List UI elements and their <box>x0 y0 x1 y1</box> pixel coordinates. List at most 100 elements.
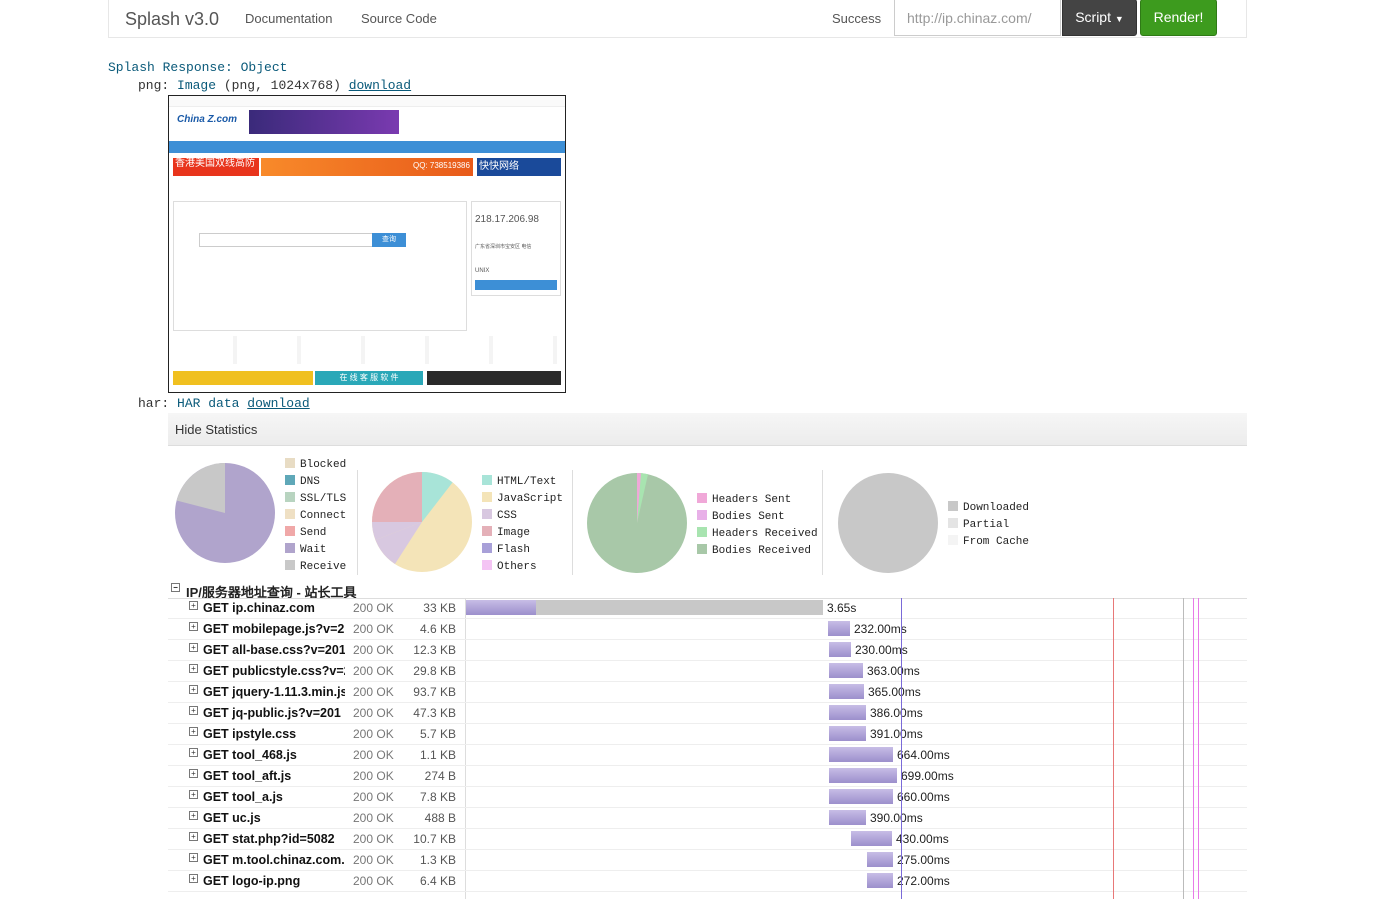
har-entry-status: 200 OK <box>353 748 394 762</box>
content-type-pie-chart <box>372 471 472 572</box>
har-entry-row[interactable]: + GET uc.js 200 OK 488 B 390.00ms <box>168 808 1247 829</box>
har-entry-status: 200 OK <box>353 811 394 825</box>
timing-bar <box>829 726 866 741</box>
legend-swatch <box>285 560 295 570</box>
har-entry-row[interactable]: + GET jq-public.js?v=201 200 OK 47.3 KB 386.… <box>168 703 1247 724</box>
expand-icon[interactable]: + <box>189 685 198 694</box>
timing-bar-receive <box>536 600 823 615</box>
legend-swatch <box>482 492 492 502</box>
har-type: HAR data <box>177 396 240 411</box>
legend-item: Connect <box>285 507 346 524</box>
legend-item: From Cache <box>948 533 1029 550</box>
har-entry-row[interactable]: + GET tool_aft.js 200 OK 274 B 699.00ms <box>168 766 1247 787</box>
png-type: Image <box>177 78 217 93</box>
legend-label: Bodies Sent <box>712 511 785 523</box>
legend-swatch <box>697 544 707 554</box>
har-entry-url: GET logo-ip.png <box>203 874 301 888</box>
har-key: har: <box>138 396 170 411</box>
expand-icon[interactable]: + <box>189 601 198 610</box>
har-entry-row[interactable]: + GET tool_a.js 200 OK 7.8 KB 660.00ms <box>168 787 1247 808</box>
legend-item: Receive <box>285 558 346 575</box>
har-entry-url: GET ipstyle.css <box>203 727 297 741</box>
har-entry-time: 430.00ms <box>896 832 949 846</box>
expand-icon[interactable]: + <box>189 664 198 673</box>
har-download-link[interactable]: download <box>247 396 310 411</box>
har-entry-url: GET publicstyle.css?v=2 <box>203 664 345 678</box>
har-entry-row[interactable]: + GET m.tool.chinaz.com. 200 OK 1.3 KB 275.0… <box>168 850 1247 871</box>
timing-bar <box>829 768 897 783</box>
har-entry-row[interactable]: + GET mobilepage.js?v=2 200 OK 4.6 KB 232.00… <box>168 619 1247 640</box>
nav-documentation-link[interactable]: Documentation <box>245 11 333 26</box>
expand-icon[interactable]: + <box>189 622 198 631</box>
timing-pie-chart <box>175 463 275 563</box>
har-page-title: IP/服务器地址查询 - 站长工具 <box>186 585 357 600</box>
har-entry-url: GET jquery-1.11.3.min.js <box>203 685 345 699</box>
har-entry-row[interactable]: + GET tool_468.js 200 OK 1.1 KB 664.00ms <box>168 745 1247 766</box>
content-slice-image <box>372 472 422 522</box>
legend-swatch <box>285 526 295 536</box>
render-status-text: Success <box>832 11 882 26</box>
har-entry-status: 200 OK <box>353 706 394 720</box>
rendered-screenshot-image[interactable]: China Z.com 香港美国双线高防 QQ: 738519386 快快网络 … <box>168 95 566 393</box>
har-entry-row[interactable]: + GET ipstyle.css 200 OK 5.7 KB 391.00ms <box>168 724 1247 745</box>
legend-label: Partial <box>963 519 1010 531</box>
har-entry-row[interactable]: + GET jquery-1.11.3.min.js 200 OK 93.7 KB 36… <box>168 682 1247 703</box>
expand-icon[interactable]: + <box>189 769 198 778</box>
legend-label: Headers Received <box>712 528 818 540</box>
har-entry-row[interactable]: + GET ip.chinaz.com 200 OK 33 KB 3.65s <box>168 598 1247 619</box>
legend-label: Receive <box>300 561 347 573</box>
legend-item: JavaScript <box>482 490 563 507</box>
content-slice-css-2 <box>375 522 422 564</box>
har-entry-row[interactable]: + GET publicstyle.css?v=2 200 OK 29.8 KB 363… <box>168 661 1247 682</box>
har-entry-size: 93.7 KB <box>413 685 456 699</box>
expand-icon[interactable]: + <box>189 853 198 862</box>
collapse-icon[interactable]: − <box>171 583 180 592</box>
har-page-row[interactable]: − IP/服务器地址查询 - 站长工具 <box>168 580 1247 600</box>
brand-title[interactable]: Splash v3.0 <box>125 9 220 29</box>
cache-pie-chart <box>838 473 938 573</box>
legend-label: Downloaded <box>963 502 1030 514</box>
har-entry-row[interactable]: + GET stat.php?id=5082 200 OK 10.7 KB 430.00… <box>168 829 1247 850</box>
thumbnail-ip-value: 218.17.206.98 <box>475 214 539 225</box>
har-entry-time: 272.00ms <box>897 874 950 888</box>
har-entry-status: 200 OK <box>353 853 394 867</box>
har-entry-row[interactable]: + GET all-base.css?v=201 200 OK 12.3 KB 230.… <box>168 640 1247 661</box>
render-button[interactable]: Render! <box>1140 0 1217 36</box>
expand-icon[interactable]: + <box>189 643 198 652</box>
har-entry-time: 660.00ms <box>897 790 950 804</box>
legend-swatch <box>482 560 492 570</box>
nav-source-code-link[interactable]: Source Code <box>361 11 437 26</box>
thumbnail-qq: QQ: 738519386 <box>413 161 470 170</box>
har-entry-time: 699.00ms <box>901 769 954 783</box>
timing-bar <box>851 831 892 846</box>
timing-bar <box>867 852 893 867</box>
url-input[interactable] <box>894 0 1061 36</box>
expand-icon[interactable]: + <box>189 832 198 841</box>
har-entry-status: 200 OK <box>353 622 394 636</box>
har-entry-time: 664.00ms <box>897 748 950 762</box>
expand-icon[interactable]: + <box>189 811 198 820</box>
har-entry-row[interactable]: + GET logo-ip.png 200 OK 6.4 KB 272.00ms <box>168 871 1247 892</box>
har-entry-size: 1.1 KB <box>419 748 456 762</box>
expand-icon[interactable]: + <box>189 874 198 883</box>
legend-swatch <box>285 475 295 485</box>
legend-item: Headers Received <box>697 525 818 542</box>
expand-icon[interactable]: + <box>189 748 198 757</box>
expand-icon[interactable]: + <box>189 790 198 799</box>
legend-item: Blocked <box>285 456 346 473</box>
script-dropdown-button[interactable]: Script ▼ <box>1062 0 1137 36</box>
har-entry-url: GET stat.php?id=5082 <box>203 832 335 846</box>
statistics-toggle[interactable]: Hide Statistics <box>168 413 1247 446</box>
legend-swatch <box>482 509 492 519</box>
divider <box>822 470 823 575</box>
timing-bar <box>829 810 866 825</box>
har-entry-status: 200 OK <box>353 664 394 678</box>
expand-icon[interactable]: + <box>189 727 198 736</box>
har-entry-url: GET jq-public.js?v=201 <box>203 706 341 720</box>
expand-icon[interactable]: + <box>189 706 198 715</box>
timing-bar <box>829 663 863 678</box>
png-download-link[interactable]: download <box>348 78 412 93</box>
har-entry-url: GET uc.js <box>203 811 261 825</box>
har-line: har: HAR data download <box>138 396 310 411</box>
traffic-slice-headers-sent <box>637 473 641 523</box>
